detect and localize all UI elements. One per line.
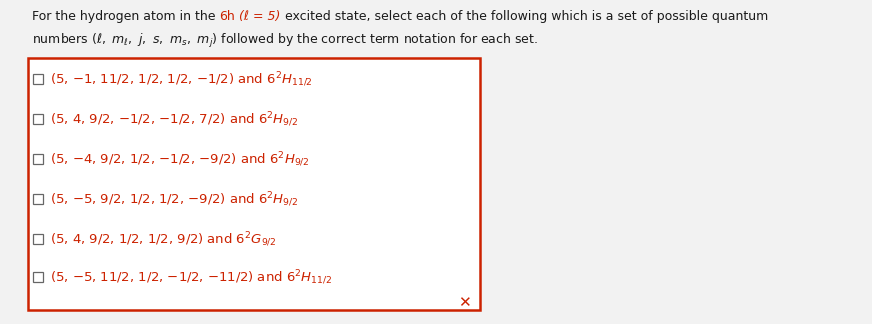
Bar [33,272,43,282]
Text: (5, −4, 9/2, 1/2, −1/2, −9/2) and $6^2H_{9/2}$: (5, −4, 9/2, 1/2, −1/2, −9/2) and $6^2H_… [50,151,310,169]
Bar [33,234,43,244]
Text: For the hydrogen atom in the: For the hydrogen atom in the [32,10,220,23]
Text: numbers $(\ell,\ m_{\ell},\ j,\ s,\ m_s,\ m_j)$ followed by the correct term not: numbers $(\ell,\ m_{\ell},\ j,\ s,\ m_s,… [32,32,538,50]
Text: (5, −5, 9/2, 1/2, 1/2, −9/2) and $6^2H_{9/2}$: (5, −5, 9/2, 1/2, 1/2, −9/2) and $6^2H_{… [50,191,298,209]
Text: (ℓ = 5): (ℓ = 5) [235,10,281,23]
Text: excited state, select each of the following which is a set of possible quantum: excited state, select each of the follow… [281,10,768,23]
Bar [33,194,43,204]
Bar [33,74,43,84]
Bar [28,58,480,310]
Text: ✕: ✕ [458,295,470,310]
Text: 6h: 6h [220,10,235,23]
Text: (5, 4, 9/2, −1/2, −1/2, 7/2) and $6^2H_{9/2}$: (5, 4, 9/2, −1/2, −1/2, 7/2) and $6^2H_{… [50,111,298,129]
Text: (5, −5, 11/2, 1/2, −1/2, −11/2) and $6^2H_{11/2}$: (5, −5, 11/2, 1/2, −1/2, −11/2) and $6^2… [50,269,332,287]
Bar [33,154,43,164]
Text: (5, 4, 9/2, 1/2, 1/2, 9/2) and $6^2G_{9/2}$: (5, 4, 9/2, 1/2, 1/2, 9/2) and $6^2G_{9/… [50,231,276,249]
Bar [33,114,43,124]
Text: (5, −1, 11/2, 1/2, 1/2, −1/2) and $6^2H_{11/2}$: (5, −1, 11/2, 1/2, 1/2, −1/2) and $6^2H_… [50,71,313,89]
